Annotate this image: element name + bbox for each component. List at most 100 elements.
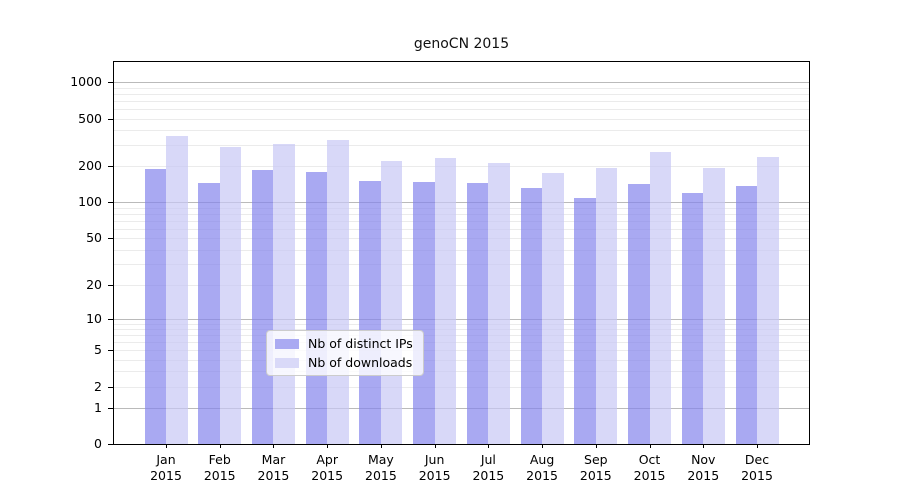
bar-downloads-sep <box>595 167 618 444</box>
x-tick-mark <box>542 444 544 448</box>
y-tick-mark <box>108 386 113 388</box>
minor-gridline <box>114 109 809 111</box>
minor-gridline <box>114 371 809 373</box>
minor-gridline <box>114 264 809 266</box>
x-tick-label-nov: Nov 2015 <box>687 452 720 483</box>
chart-title: genoCN 2015 <box>413 36 510 52</box>
x-tick-mark <box>327 444 329 448</box>
y-tick-mark <box>108 284 113 286</box>
bar-downloads-feb <box>219 147 242 444</box>
y-tick-label: 500 <box>78 110 102 126</box>
minor-gridline <box>114 228 809 230</box>
y-tick-mark <box>108 444 113 445</box>
minor-gridline <box>114 386 809 388</box>
y-tick-label: 1 <box>94 399 102 415</box>
minor-gridline <box>114 284 809 286</box>
x-tick-mark <box>488 444 490 448</box>
minor-gridline <box>114 329 809 330</box>
bar-downloads-apr <box>327 140 349 444</box>
bar-distinct-ips-may <box>359 181 381 444</box>
x-tick-mark <box>649 444 651 448</box>
y-tick-label: 2 <box>94 378 102 394</box>
y-tick-mark <box>108 118 113 120</box>
minor-gridline <box>114 101 809 103</box>
x-tick-label-jul: Jul 2015 <box>472 452 505 483</box>
minor-gridline <box>114 350 809 352</box>
y-tick-label: 50 <box>86 230 102 246</box>
minor-gridline <box>114 166 809 168</box>
bar-distinct-ips-nov <box>681 193 704 444</box>
bar-distinct-ips-apr <box>305 171 328 444</box>
major-gridline <box>114 202 809 204</box>
bar-distinct-ips-aug <box>520 188 543 444</box>
minor-gridline <box>114 87 809 89</box>
minor-gridline <box>114 335 809 337</box>
y-tick-label: 10 <box>86 310 102 326</box>
minor-gridline <box>114 249 809 251</box>
x-tick-label-oct: Oct 2015 <box>633 452 666 483</box>
bar-downloads-mar <box>273 143 295 444</box>
bar-downloads-jul <box>488 162 510 444</box>
legend: Nb of distinct IPs Nb of downloads <box>266 330 424 376</box>
bar-distinct-ips-feb <box>198 183 220 444</box>
minor-gridline <box>114 118 809 120</box>
y-tick-label: 20 <box>86 276 102 292</box>
y-tick-mark <box>108 166 113 168</box>
bar-downloads-jan <box>166 135 188 444</box>
bar-distinct-ips-sep <box>574 197 596 444</box>
legend-label-distinct-ips: Nb of distinct IPs <box>308 336 413 351</box>
bar-downloads-aug <box>542 172 564 444</box>
legend-swatch-downloads <box>275 357 299 368</box>
bar-distinct-ips-jan <box>144 169 166 444</box>
minor-gridline <box>114 359 809 361</box>
bar-downloads-oct <box>649 151 672 444</box>
x-tick-mark <box>595 444 597 448</box>
y-tick-mark <box>108 350 113 352</box>
major-gridline <box>114 82 809 84</box>
legend-swatch-distinct-ips <box>275 338 299 349</box>
bar-downloads-may <box>380 161 403 444</box>
x-tick-mark <box>166 444 167 448</box>
bar-distinct-ips-oct <box>628 183 650 444</box>
bar-downloads-dec <box>757 156 779 444</box>
minor-gridline <box>114 130 809 132</box>
plot-area <box>113 61 810 445</box>
x-tick-label-feb: Feb 2015 <box>203 452 236 483</box>
x-tick-label-jun: Jun 2015 <box>418 452 451 483</box>
x-tick-label-dec: Dec 2015 <box>741 452 773 483</box>
bar-downloads-jun <box>434 157 457 444</box>
minor-gridline <box>114 323 809 325</box>
legend-item-downloads: Nb of downloads <box>275 355 413 370</box>
y-tick-label: 5 <box>94 342 102 358</box>
x-tick-mark <box>380 444 382 448</box>
y-tick-label: 100 <box>78 194 102 210</box>
x-tick-label-may: May 2015 <box>365 452 397 483</box>
y-tick-mark <box>108 318 113 320</box>
x-tick-label-apr: Apr 2015 <box>311 452 344 483</box>
y-tick-label: 0 <box>94 436 102 451</box>
x-tick-label-jan: Jan 2015 <box>150 452 182 483</box>
bar-distinct-ips-jun <box>413 182 435 444</box>
bar-downloads-nov <box>703 168 725 444</box>
minor-gridline <box>114 342 809 344</box>
x-tick-mark <box>757 444 758 448</box>
x-tick-mark <box>219 444 221 448</box>
x-tick-mark <box>273 444 275 448</box>
major-gridline <box>114 407 809 409</box>
y-tick-label: 200 <box>78 158 102 174</box>
bar-distinct-ips-dec <box>735 186 757 444</box>
x-tick-label-mar: Mar 2015 <box>257 452 290 483</box>
minor-gridline <box>114 145 809 147</box>
major-gridline <box>114 318 809 320</box>
y-tick-mark <box>108 238 113 240</box>
minor-gridline <box>114 238 809 240</box>
legend-item-distinct-ips: Nb of distinct IPs <box>275 336 413 351</box>
y-tick-mark <box>108 202 113 204</box>
bar-distinct-ips-jul <box>466 183 489 444</box>
minor-gridline <box>114 94 809 96</box>
x-tick-label-aug: Aug 2015 <box>526 452 558 483</box>
y-tick-mark <box>108 407 113 409</box>
x-tick-label-sep: Sep 2015 <box>579 452 612 483</box>
x-tick-mark <box>434 444 436 448</box>
